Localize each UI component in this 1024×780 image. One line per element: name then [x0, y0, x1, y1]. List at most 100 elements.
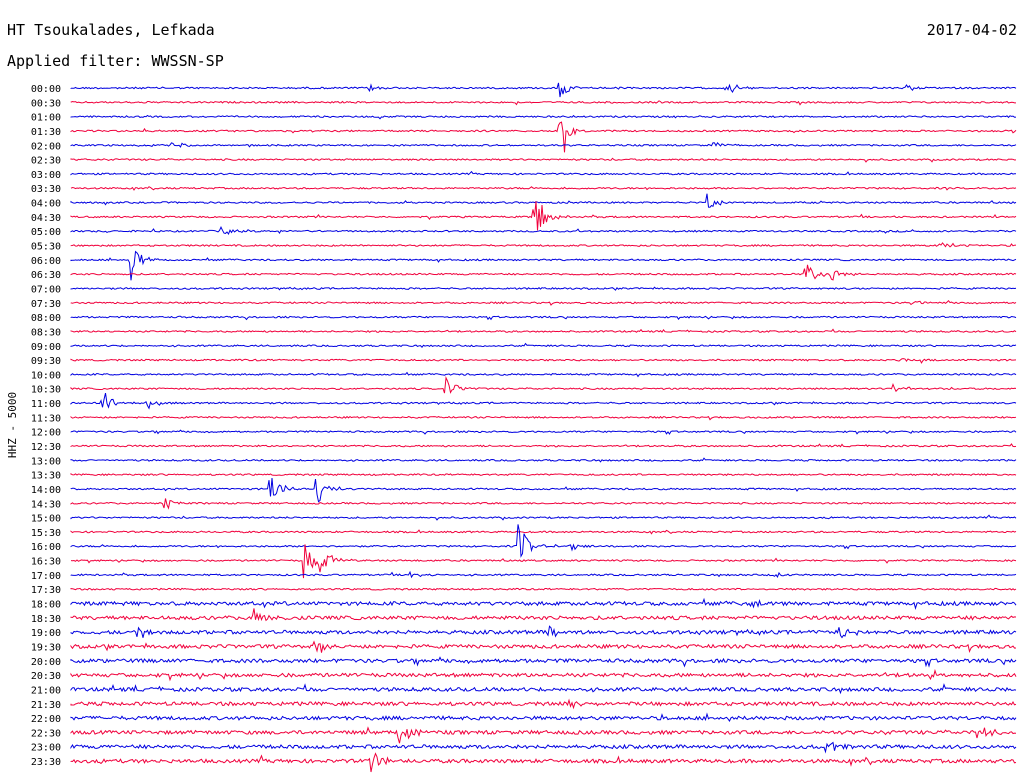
trace-line: [70, 683, 1017, 695]
trace-line: [70, 741, 1017, 754]
trace-line: [70, 170, 1017, 176]
trace-line: [70, 157, 1017, 163]
trace-line: [70, 457, 1017, 463]
trace-line: [70, 656, 1017, 668]
row-label: 00:30: [31, 98, 61, 109]
row-label: 02:30: [31, 156, 61, 167]
trace-line: [70, 726, 1017, 744]
trace-line: [70, 415, 1017, 421]
row-label: 11:30: [31, 413, 61, 424]
trace-line: [70, 625, 1017, 639]
row-label: 13:30: [31, 471, 61, 482]
row-label: 14:30: [31, 499, 61, 510]
trace-line: [70, 752, 1017, 773]
trace-line: [70, 608, 1017, 622]
traces: [70, 82, 1017, 773]
trace-line: [70, 328, 1017, 333]
trace-line: [70, 82, 1017, 98]
row-label: 10:00: [31, 370, 61, 381]
row-label: 07:30: [31, 299, 61, 310]
row-label: 19:30: [31, 642, 61, 653]
trace-line: [70, 299, 1017, 306]
trace-line: [70, 524, 1017, 558]
row-label: 06:00: [31, 256, 61, 267]
trace-line: [70, 587, 1017, 591]
trace-line: [70, 358, 1017, 364]
trace-line: [70, 100, 1016, 106]
trace-line: [70, 668, 1017, 682]
row-label: 07:00: [31, 284, 61, 295]
row-label: 17:00: [31, 571, 61, 582]
row-label: 01:30: [31, 127, 61, 138]
row-label: 15:00: [31, 514, 61, 525]
trace-line: [70, 375, 1017, 394]
row-label: 23:00: [31, 743, 61, 754]
row-label: 01:00: [31, 113, 61, 124]
row-labels: 00:00 00:30 01:00 01:30 02:00 02:30 03:00 03:30…: [31, 84, 61, 768]
filter-label: Applied filter: WWSSN-SP: [7, 52, 224, 70]
trace-line: [70, 429, 1017, 435]
row-label: 08:00: [31, 313, 61, 324]
trace-line: [70, 250, 1017, 281]
trace-line: [70, 597, 1017, 611]
row-label: 20:00: [31, 657, 61, 668]
trace-line: [70, 514, 1017, 521]
row-label: 12:00: [31, 428, 61, 439]
trace-line: [70, 570, 1017, 579]
trace-line: [70, 121, 1017, 153]
row-label: 09:30: [31, 356, 61, 367]
trace-line: [70, 698, 1017, 710]
trace-line: [70, 226, 1017, 236]
row-label: 06:30: [31, 270, 61, 281]
trace-line: [70, 371, 1017, 378]
trace-line: [70, 392, 1017, 410]
row-label: 22:00: [31, 714, 61, 725]
trace-line: [70, 640, 1017, 653]
trace-line: [70, 242, 1017, 248]
trace-line: [70, 264, 1017, 281]
row-label: 18:30: [31, 614, 61, 625]
station-title: HT Tsoukalades, Lefkada: [7, 21, 215, 39]
channel-label: HHZ - 5000: [6, 392, 19, 458]
row-label: 21:30: [31, 700, 61, 711]
row-label: 02:00: [31, 141, 61, 152]
row-label: 16:30: [31, 557, 61, 568]
trace-line: [70, 141, 1017, 148]
row-label: 05:00: [31, 227, 61, 238]
row-label: 08:30: [31, 327, 61, 338]
trace-line: [70, 473, 1017, 477]
row-label: 21:00: [31, 685, 61, 696]
row-label: 18:00: [31, 600, 61, 611]
row-label: 03:30: [31, 184, 61, 195]
row-label: 17:30: [31, 585, 61, 596]
trace-line: [70, 114, 1017, 120]
row-label: 22:30: [31, 728, 61, 739]
trace-line: [70, 443, 1017, 448]
trace-line: [70, 529, 1017, 535]
trace-line: [70, 712, 1017, 722]
row-label: 04:00: [31, 199, 61, 210]
trace-line: [70, 186, 1017, 191]
trace-line: [70, 193, 1017, 208]
row-label: 16:00: [31, 542, 61, 553]
row-label: 12:30: [31, 442, 61, 453]
trace-line: [70, 286, 1017, 291]
trace-line: [70, 315, 1017, 321]
row-label: 11:00: [31, 399, 61, 410]
row-label: 09:00: [31, 342, 61, 353]
trace-line: [70, 498, 1017, 510]
row-label: 23:30: [31, 757, 61, 768]
row-label: 00:00: [31, 84, 61, 95]
row-label: 14:00: [31, 485, 61, 496]
row-label: 19:00: [31, 628, 61, 639]
row-label: 13:00: [31, 456, 61, 467]
row-label: 03:00: [31, 170, 61, 181]
trace-line: [70, 342, 1017, 348]
trace-line: [70, 544, 1017, 579]
row-label: 05:30: [31, 242, 61, 253]
trace-line: [70, 201, 1017, 231]
row-label: 10:30: [31, 385, 61, 396]
row-label: 20:30: [31, 671, 61, 682]
row-label: 15:30: [31, 528, 61, 539]
